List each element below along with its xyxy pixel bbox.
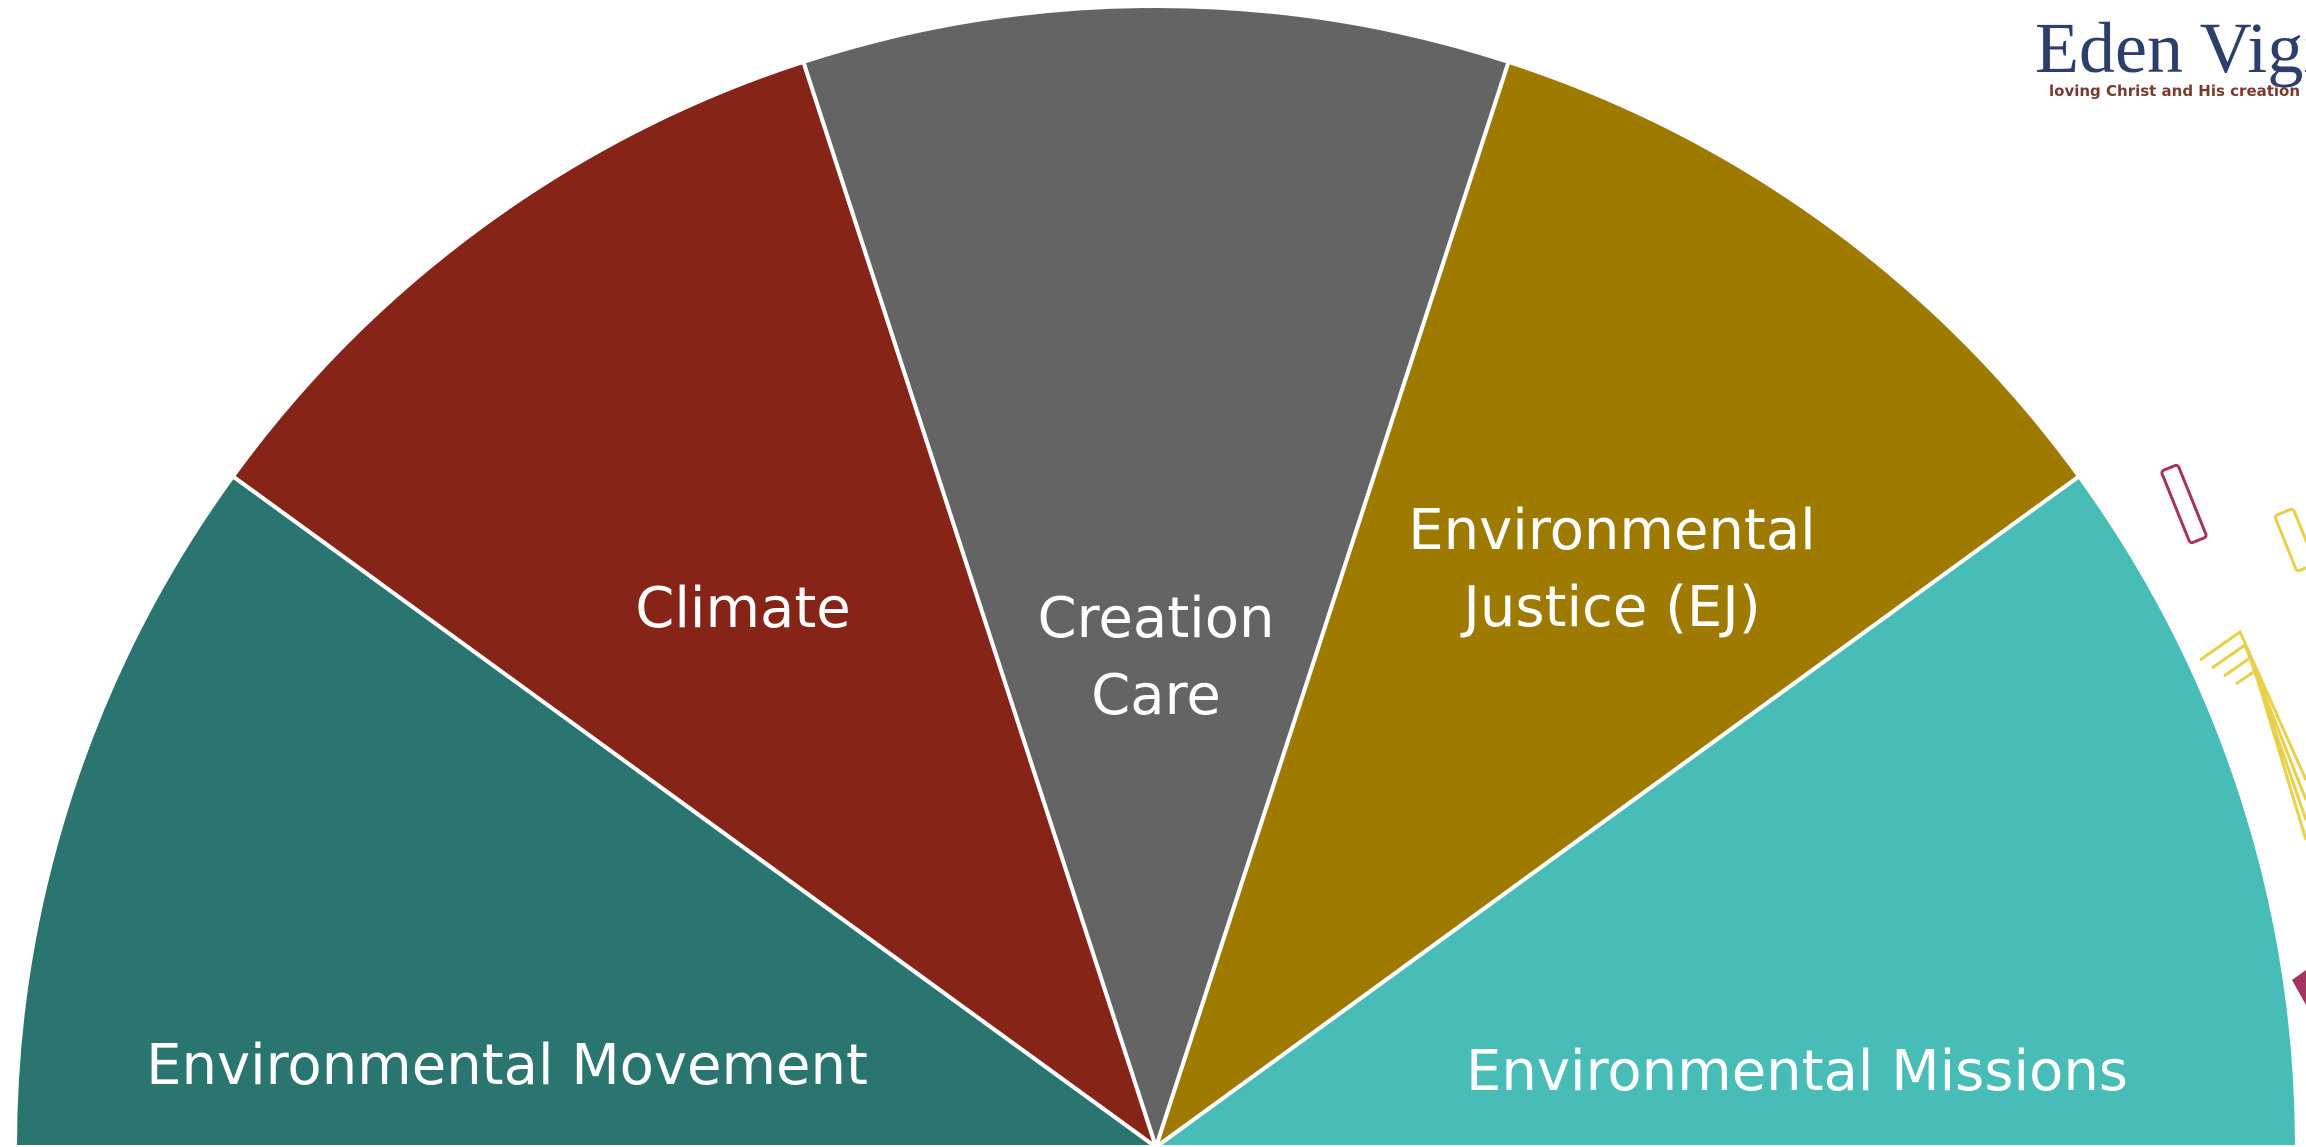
- page: Eden Vigil loving Christ and His creatio…: [0, 0, 2306, 1147]
- diagram: Eden Vigil loving Christ and His creatio…: [0, 0, 2306, 1147]
- segment-label: Environmental Movement: [146, 1033, 868, 1098]
- segment-label: Justice (EJ): [1460, 575, 1760, 640]
- decoration: [2292, 970, 2306, 1005]
- segment-label: Environmental Missions: [1466, 1039, 2128, 1104]
- decoration: [2274, 508, 2306, 571]
- segment-label: Environmental: [1408, 498, 1815, 563]
- logo-name: Eden Vigil: [2035, 8, 2306, 88]
- logo-tagline: loving Christ and His creation: [2049, 82, 2300, 100]
- segment-label: Care: [1091, 663, 1221, 728]
- sectors: [15, 6, 2297, 1147]
- segment-label: Creation: [1038, 586, 1275, 651]
- logo: Eden Vigil loving Christ and His creatio…: [2035, 8, 2306, 100]
- decoration: [2161, 464, 2207, 543]
- segment-label: Climate: [635, 576, 851, 641]
